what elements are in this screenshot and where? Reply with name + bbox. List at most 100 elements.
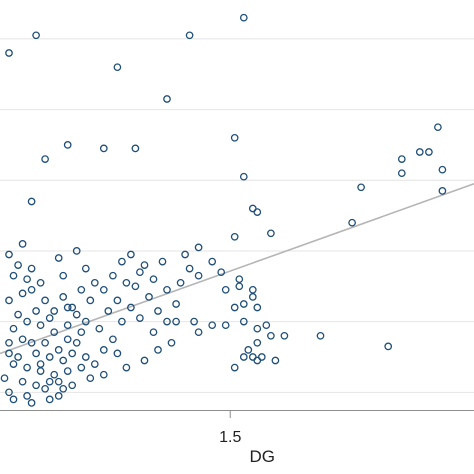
data-point-68 xyxy=(14,310,22,319)
data-point-56 xyxy=(27,197,36,206)
data-point-99 xyxy=(68,349,77,358)
data-point-43 xyxy=(262,321,271,330)
data-point-30 xyxy=(221,285,230,294)
data-point-18 xyxy=(357,183,365,192)
data-point-103 xyxy=(72,310,81,319)
data-point-122 xyxy=(122,278,131,287)
data-point-148 xyxy=(54,254,63,262)
data-point-67 xyxy=(32,307,40,315)
data-point-33 xyxy=(230,303,239,312)
data-point-124 xyxy=(131,282,140,291)
data-point-94 xyxy=(23,392,31,400)
data-point-14 xyxy=(397,155,406,163)
data-point-98 xyxy=(45,395,54,404)
data-point-24 xyxy=(230,232,239,241)
data-point-11 xyxy=(434,123,442,132)
data-point-105 xyxy=(68,303,77,312)
data-point-20 xyxy=(239,172,248,181)
data-point-115 xyxy=(99,346,108,354)
data-point-144 xyxy=(113,349,122,358)
data-point-1 xyxy=(32,31,40,40)
data-point-80 xyxy=(32,349,40,358)
data-point-155 xyxy=(63,335,72,344)
data-point-63 xyxy=(36,278,45,287)
data-point-19 xyxy=(438,187,447,195)
data-point-48 xyxy=(239,353,248,361)
data-point-13 xyxy=(415,148,424,156)
data-point-135 xyxy=(163,317,171,326)
data-point-119 xyxy=(104,307,113,315)
data-point-75 xyxy=(27,338,36,347)
gridlines xyxy=(0,38,474,393)
data-point-140 xyxy=(167,338,176,347)
data-point-108 xyxy=(90,278,99,287)
x-tick-label: 1.5 xyxy=(219,429,241,446)
data-point-16 xyxy=(348,218,356,227)
data-point-90 xyxy=(32,381,40,390)
data-point-138 xyxy=(181,250,189,259)
data-point-78 xyxy=(5,349,13,358)
data-point-8 xyxy=(99,144,108,153)
data-point-32 xyxy=(248,293,257,301)
data-point-156 xyxy=(50,307,59,315)
data-point-10 xyxy=(230,133,239,142)
data-point-137 xyxy=(176,278,185,287)
data-point-5 xyxy=(163,95,171,103)
data-point-95 xyxy=(41,384,49,393)
data-point-84 xyxy=(23,363,31,372)
data-point-106 xyxy=(86,296,95,305)
data-point-142 xyxy=(140,356,149,365)
data-point-73 xyxy=(50,328,59,337)
data-point-159 xyxy=(63,303,72,312)
data-point-150 xyxy=(36,360,45,368)
data-point-27 xyxy=(217,268,226,277)
data-point-9 xyxy=(41,155,49,163)
data-point-127 xyxy=(127,250,135,259)
data-point-70 xyxy=(45,314,54,322)
data-point-60 xyxy=(9,271,18,280)
data-point-77 xyxy=(54,346,63,354)
data-point-147 xyxy=(194,271,203,280)
data-point-54 xyxy=(316,331,325,340)
data-point-53 xyxy=(230,363,239,372)
data-point-0 xyxy=(5,49,13,57)
data-point-134 xyxy=(154,307,162,315)
data-point-146 xyxy=(163,285,171,294)
data-point-42 xyxy=(253,324,262,333)
data-point-101 xyxy=(77,328,86,337)
data-point-145 xyxy=(149,328,158,337)
data-point-121 xyxy=(99,285,108,294)
data-point-74 xyxy=(18,335,27,344)
data-point-44 xyxy=(267,331,275,340)
data-point-130 xyxy=(158,257,167,266)
data-point-123 xyxy=(109,271,117,280)
data-point-151 xyxy=(54,377,63,386)
data-point-131 xyxy=(145,293,153,301)
data-point-64 xyxy=(18,289,27,298)
data-point-39 xyxy=(221,321,230,330)
data-point-112 xyxy=(90,360,99,368)
x-axis-title: DG xyxy=(249,447,275,466)
data-point-61 xyxy=(23,275,31,284)
data-point-35 xyxy=(253,303,262,312)
data-point-102 xyxy=(63,321,72,330)
data-point-100 xyxy=(72,338,81,347)
data-point-128 xyxy=(140,261,149,269)
data-point-154 xyxy=(81,353,90,361)
data-point-160 xyxy=(5,338,13,347)
data-point-83 xyxy=(9,360,18,368)
data-point-132 xyxy=(127,303,135,312)
fit-line xyxy=(0,183,474,355)
data-point-36 xyxy=(172,317,180,326)
data-point-28 xyxy=(235,275,244,284)
data-point-62 xyxy=(27,285,36,294)
data-point-136 xyxy=(172,300,180,308)
data-point-153 xyxy=(99,370,108,379)
data-point-143 xyxy=(122,363,131,372)
data-point-38 xyxy=(208,321,217,330)
data-point-76 xyxy=(41,338,49,347)
data-point-22 xyxy=(253,208,262,216)
data-point-51 xyxy=(257,353,266,361)
data-point-88 xyxy=(0,374,9,383)
